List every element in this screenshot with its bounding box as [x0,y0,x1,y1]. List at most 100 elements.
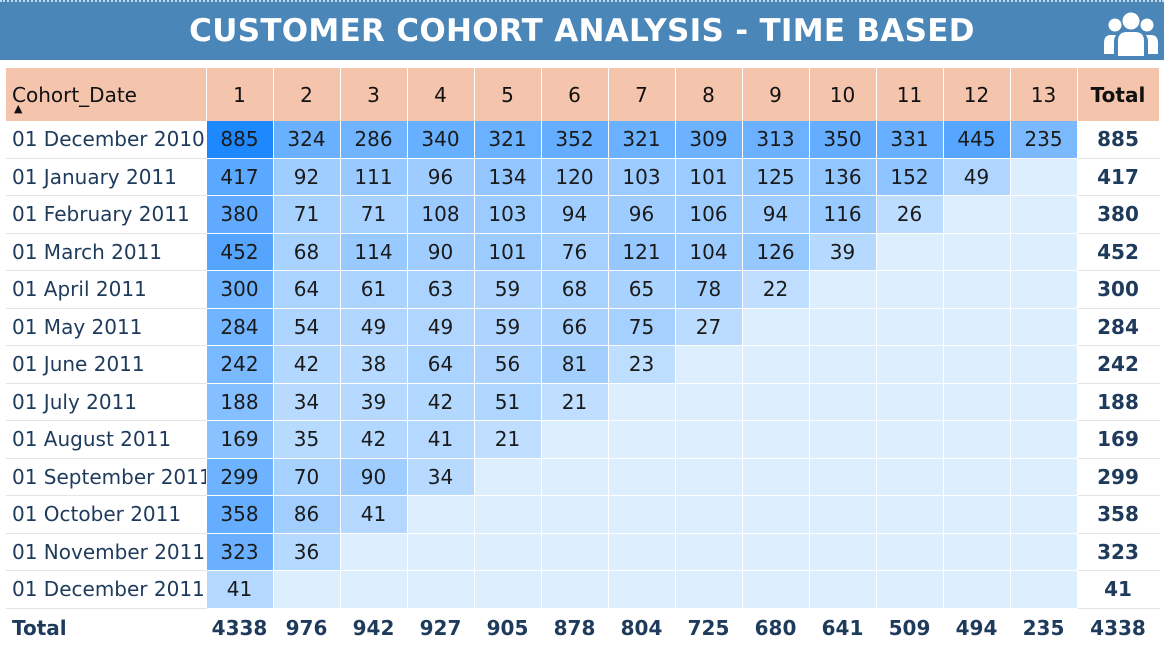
row-total-cell[interactable]: 242 [1077,345,1160,384]
cohort-cell[interactable] [943,495,1011,534]
cohort-cell[interactable] [608,458,676,496]
column-header-period[interactable]: 3 [340,68,408,121]
column-total-cell[interactable]: 878 [541,608,609,647]
column-header-period[interactable]: 11 [876,68,944,121]
cohort-cell[interactable]: 242 [206,345,274,384]
cohort-cell[interactable] [943,345,1011,384]
cohort-cell[interactable]: 61 [340,270,408,309]
cohort-cell[interactable]: 417 [206,158,274,196]
column-header-period[interactable]: 13 [1010,68,1078,121]
cohort-cell[interactable] [608,495,676,534]
grand-total-cell[interactable]: 4338 [1077,608,1160,647]
cohort-date-label[interactable]: 01 January 2011 [6,158,207,196]
cohort-cell[interactable]: 78 [675,270,743,309]
row-total-cell[interactable]: 300 [1077,270,1160,309]
cohort-cell[interactable] [340,570,408,609]
cohort-date-label[interactable]: 01 December 2010 [6,121,207,159]
cohort-date-label[interactable]: 01 August 2011 [6,420,207,459]
cohort-cell[interactable]: 41 [206,570,274,609]
cohort-cell[interactable]: 300 [206,270,274,309]
cohort-cell[interactable]: 92 [273,158,341,196]
column-total-cell[interactable]: 509 [876,608,944,647]
cohort-cell[interactable] [876,233,944,271]
cohort-cell[interactable] [1010,158,1078,196]
cohort-cell[interactable] [876,570,944,609]
cohort-cell[interactable]: 106 [675,195,743,234]
cohort-cell[interactable]: 152 [876,158,944,196]
cohort-cell[interactable]: 108 [407,195,475,234]
cohort-cell[interactable] [1010,233,1078,271]
cohort-cell[interactable] [876,495,944,534]
cohort-cell[interactable] [608,420,676,459]
cohort-cell[interactable] [809,570,877,609]
cohort-cell[interactable]: 111 [340,158,408,196]
cohort-cell[interactable] [675,458,743,496]
cohort-cell[interactable]: 324 [273,121,341,159]
cohort-cell[interactable]: 94 [742,195,810,234]
cohort-cell[interactable] [742,345,810,384]
cohort-cell[interactable]: 323 [206,533,274,571]
cohort-cell[interactable]: 114 [340,233,408,271]
cohort-date-label[interactable]: 01 April 2011 [6,270,207,309]
cohort-cell[interactable] [541,570,609,609]
cohort-cell[interactable]: 76 [541,233,609,271]
cohort-date-label[interactable]: 01 July 2011 [6,383,207,421]
row-total-cell[interactable]: 323 [1077,533,1160,571]
column-header-total[interactable]: Total [1077,68,1160,121]
cohort-cell[interactable] [407,533,475,571]
cohort-cell[interactable]: 331 [876,121,944,159]
cohort-cell[interactable] [809,345,877,384]
cohort-cell[interactable] [675,345,743,384]
cohort-cell[interactable] [742,495,810,534]
cohort-cell[interactable] [474,570,542,609]
cohort-cell[interactable] [742,458,810,496]
cohort-cell[interactable] [407,570,475,609]
cohort-cell[interactable] [1010,345,1078,384]
cohort-cell[interactable]: 188 [206,383,274,421]
cohort-cell[interactable]: 321 [474,121,542,159]
cohort-cell[interactable] [943,270,1011,309]
column-total-cell[interactable]: 494 [943,608,1011,647]
column-total-cell[interactable]: 4338 [206,608,274,647]
cohort-cell[interactable]: 66 [541,308,609,346]
cohort-cell[interactable]: 121 [608,233,676,271]
cohort-cell[interactable]: 41 [340,495,408,534]
cohort-cell[interactable]: 125 [742,158,810,196]
cohort-cell[interactable]: 299 [206,458,274,496]
column-total-cell[interactable]: 641 [809,608,877,647]
cohort-cell[interactable] [943,533,1011,571]
cohort-cell[interactable]: 103 [608,158,676,196]
row-total-cell[interactable]: 169 [1077,420,1160,459]
cohort-cell[interactable]: 65 [608,270,676,309]
cohort-cell[interactable]: 86 [273,495,341,534]
cohort-cell[interactable]: 21 [474,420,542,459]
cohort-cell[interactable] [742,383,810,421]
cohort-cell[interactable]: 70 [273,458,341,496]
cohort-cell[interactable] [340,533,408,571]
cohort-cell[interactable] [809,458,877,496]
cohort-cell[interactable] [1010,308,1078,346]
cohort-cell[interactable] [474,458,542,496]
cohort-cell[interactable]: 64 [273,270,341,309]
cohort-cell[interactable]: 27 [675,308,743,346]
cohort-cell[interactable]: 309 [675,121,743,159]
cohort-cell[interactable] [541,533,609,571]
cohort-cell[interactable]: 21 [541,383,609,421]
cohort-cell[interactable]: 42 [407,383,475,421]
cohort-cell[interactable] [1010,458,1078,496]
cohort-cell[interactable]: 41 [407,420,475,459]
cohort-cell[interactable] [943,233,1011,271]
row-total-cell[interactable]: 452 [1077,233,1160,271]
cohort-cell[interactable]: 101 [474,233,542,271]
cohort-cell[interactable] [742,570,810,609]
cohort-cell[interactable] [1010,270,1078,309]
cohort-cell[interactable]: 313 [742,121,810,159]
cohort-cell[interactable] [1010,533,1078,571]
cohort-date-label[interactable]: 01 September 2011 [6,458,207,496]
cohort-cell[interactable] [742,533,810,571]
cohort-cell[interactable] [1010,570,1078,609]
column-header-period[interactable]: 4 [407,68,475,121]
cohort-cell[interactable]: 358 [206,495,274,534]
cohort-cell[interactable]: 59 [474,308,542,346]
cohort-date-label[interactable]: 01 March 2011 [6,233,207,271]
